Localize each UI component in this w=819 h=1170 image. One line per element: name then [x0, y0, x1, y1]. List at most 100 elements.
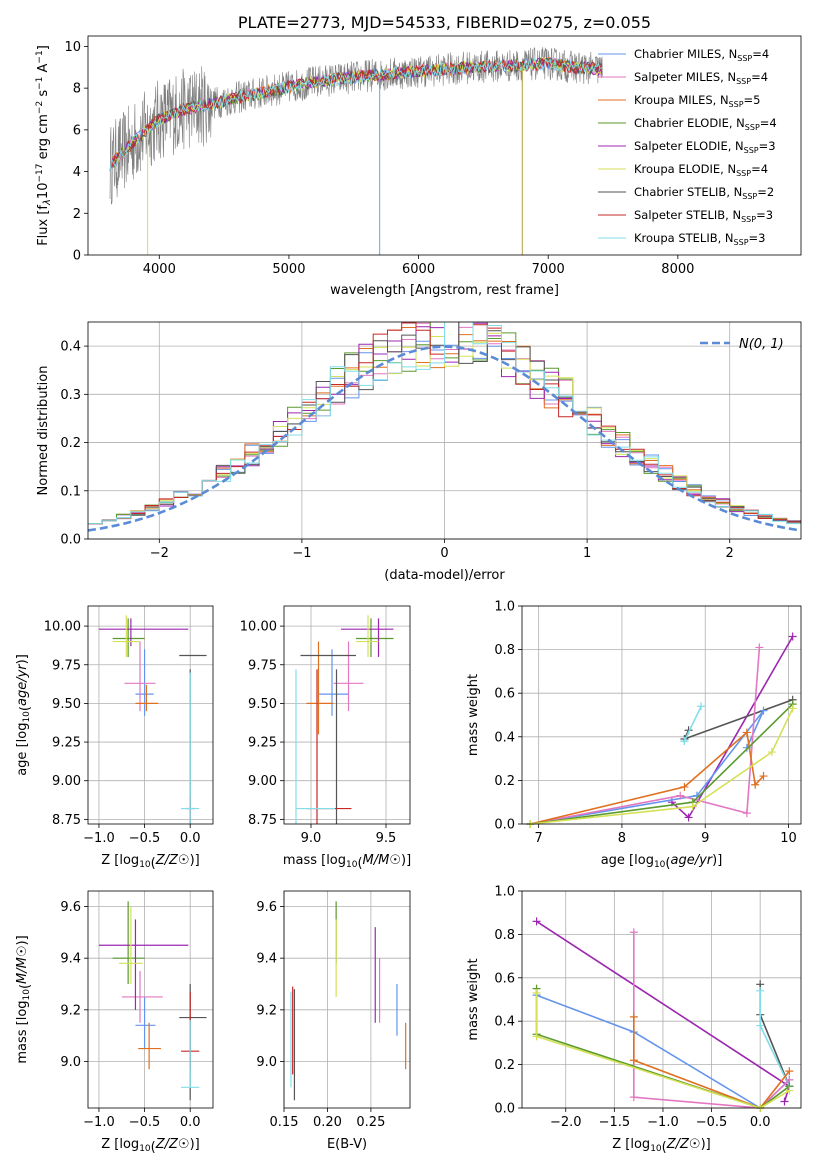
y-tick-label: 2 — [73, 207, 81, 222]
x-tick-label: −2.0 — [550, 1115, 582, 1130]
weight-marker — [688, 802, 697, 811]
age-vs-Z-panel: −1.0 −0.5 0.0 8.75 9.00 9.25 9.50 9.75 10.00 Z [l… — [15, 605, 214, 871]
x-tick-label: 9.5 — [376, 831, 397, 846]
errorbar-point — [333, 641, 364, 712]
weight-marker — [756, 986, 765, 995]
x-tick-label: −1.0 — [83, 1115, 115, 1130]
weight-series-line — [530, 647, 761, 825]
x-tick-label: 8000 — [661, 262, 694, 277]
y-axis-label: age [log10(age/yr)] — [15, 654, 33, 776]
errorbar-point — [356, 615, 379, 658]
y-tick-label: 0.2 — [60, 436, 81, 451]
weight-marker — [676, 791, 685, 800]
errorbar-point — [135, 649, 154, 716]
errorbar-point — [356, 618, 394, 658]
y-tick-label: 9.4 — [256, 952, 277, 967]
legend-entry: Salpeter ELODIE, NSSP=3 — [634, 139, 776, 155]
weight-marker — [629, 1056, 638, 1065]
y-axis-label: Flux [fλ10−17 erg cm−2 s−1 A−1] — [35, 45, 53, 246]
y-tick-label: 10.00 — [44, 620, 81, 635]
errorbar-point — [179, 984, 207, 1101]
legend-entry: Salpeter MILES, NSSP=4 — [634, 70, 768, 86]
weight-marker — [532, 988, 541, 997]
y-tick-label: 0.2 — [494, 774, 515, 789]
weight-marker — [697, 702, 706, 711]
y-tick-label: 9.0 — [256, 1055, 277, 1070]
y-tick-label: 0.4 — [60, 340, 81, 355]
errorbar-point — [179, 654, 207, 824]
weight-marker — [780, 1097, 789, 1106]
legend-entry: N(0, 1) — [739, 337, 784, 352]
x-tick-label: 0.20 — [313, 1115, 342, 1130]
weight-series-line — [759, 990, 791, 1087]
weight-marker — [680, 782, 689, 791]
model-spectrum-line — [109, 56, 602, 172]
y-tick-label: 9.50 — [248, 697, 277, 712]
x-tick-label: 9 — [701, 831, 709, 846]
spectrum-panel: 4000 5000 6000 7000 8000 0 2 4 6 8 10 PLATE=2773, M… — [35, 13, 802, 298]
errorbar-point — [98, 618, 189, 647]
weight-marker — [532, 917, 541, 926]
axes-frame — [87, 321, 802, 540]
y-tick-label: 0.0 — [494, 1102, 515, 1117]
weight-marker — [759, 706, 768, 715]
y-tick-label: 9.6 — [60, 900, 81, 915]
x-tick-label: 0.0 — [180, 1115, 201, 1130]
x-axis-label: mass [log10(M/M☉)] — [283, 853, 411, 871]
weight-marker — [785, 1067, 794, 1076]
errorbar-point — [181, 1020, 200, 1088]
errorbar-point — [119, 906, 143, 984]
errorbar-point — [295, 669, 335, 824]
y-tick-label: 0.0 — [494, 818, 515, 833]
y-tick-label: 9.50 — [52, 697, 81, 712]
errorbar-point — [112, 615, 141, 658]
y-tick-label: 6 — [73, 123, 81, 138]
weight-marker — [680, 737, 689, 746]
legend-entry: Chabrier MILES, NSSP=4 — [634, 47, 769, 63]
weight-series-line — [671, 636, 794, 819]
x-axis-label: wavelength [Angstrom, rest frame] — [330, 283, 559, 298]
x-axis-label: E(B-V) — [327, 1137, 367, 1152]
x-tick-label: 10 — [780, 831, 797, 846]
x-tick-label: −1.5 — [599, 1115, 631, 1130]
x-tick-label: 6000 — [402, 262, 435, 277]
y-tick-label: 8.75 — [248, 813, 277, 828]
errorbar-point — [135, 684, 159, 712]
errorbar-point — [181, 672, 200, 824]
model-spectrum-line — [109, 57, 603, 172]
y-tick-label: 0 — [73, 249, 81, 264]
weight-marker — [629, 928, 638, 937]
weight-marker — [629, 1093, 638, 1102]
y-tick-label: 9.00 — [248, 774, 277, 789]
x-tick-label: 5000 — [272, 262, 305, 277]
weight-marker — [788, 704, 797, 713]
mass-vs-EBV-panel: 0.15 0.20 0.25 9.0 9.2 9.4 9.6 E(B-V) — [256, 890, 411, 1152]
axes-frame — [87, 890, 214, 1109]
weight-marker — [759, 772, 768, 781]
x-tick-label: −0.5 — [696, 1115, 728, 1130]
weight-series-line — [530, 708, 794, 825]
errorbar-point — [306, 641, 334, 735]
weight-series-line — [535, 993, 790, 1109]
errorbar-point — [341, 618, 394, 658]
axes-frame — [87, 605, 214, 825]
x-tick-label: 4000 — [143, 262, 176, 277]
spectrum-plot-area — [109, 47, 603, 255]
x-tick-label: 0 — [440, 546, 448, 561]
weight-marker — [756, 1021, 765, 1030]
legend-entry: Kroupa STELIB, NSSP=3 — [634, 231, 765, 247]
weight-marker — [742, 809, 751, 818]
y-tick-label: 4 — [73, 165, 81, 180]
legend-entry: Kroupa ELODIE, NSSP=4 — [634, 162, 768, 178]
errorbar-point — [300, 654, 356, 824]
x-axis-label: Z [log10(Z/Z☉)] — [101, 1137, 199, 1155]
x-tick-label: −2 — [150, 546, 169, 561]
y-tick-label: 0.3 — [60, 388, 81, 403]
x-tick-label: 0.0 — [750, 1115, 771, 1130]
residuals-plot-area — [88, 322, 801, 532]
mass-vs-Z-panel: −1.0 −0.5 0.0 9.0 9.2 9.4 9.6 Z [log10(Z/Z☉)] ma… — [15, 890, 214, 1155]
normal-curve — [88, 345, 801, 532]
y-tick-label: 0.4 — [494, 730, 515, 745]
x-tick-label: −1.0 — [83, 831, 115, 846]
